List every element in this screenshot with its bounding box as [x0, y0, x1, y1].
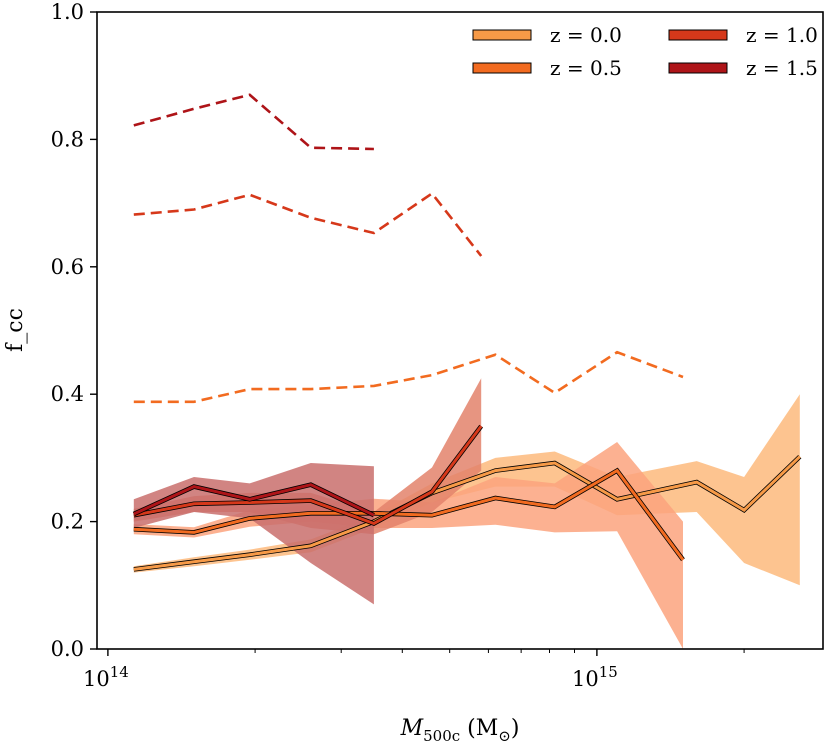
legend-item-2: z = 1.0 — [668, 23, 818, 47]
fiducial-line-series-3 — [133, 93, 374, 151]
band-series-3 — [133, 463, 374, 605]
legend-label: z = 0.0 — [550, 23, 622, 47]
x-axis: 1014 1015 — [83, 649, 745, 691]
x-axis-label-unit-open: (M — [460, 716, 498, 741]
x-tick-exponent: 15 — [599, 663, 618, 681]
legend-swatch — [472, 62, 532, 74]
sun-symbol: ⊙ — [498, 727, 511, 745]
y-tick-label: 1.0 — [51, 0, 84, 24]
legend-swatch — [668, 29, 728, 41]
x-tick-label: 1015 — [572, 663, 618, 691]
x-tick-label: 1014 — [83, 663, 129, 691]
band-series-1 — [133, 442, 684, 649]
legend-swatch — [472, 29, 532, 41]
fiducial-line-series-1 — [133, 350, 684, 404]
confidence-bands — [133, 378, 800, 649]
y-tick-label: 0.0 — [51, 637, 84, 661]
y-axis-label: f_cc — [3, 308, 28, 352]
y-tick-label: 0.4 — [51, 382, 84, 406]
y-tick-label: 0.8 — [51, 127, 84, 151]
legend-item-1: z = 0.5 — [472, 56, 622, 80]
y-axis: 0.0 0.2 0.4 0.6 0.8 1.0 — [51, 0, 97, 661]
legend-swatch — [668, 62, 728, 74]
y-tick-label: 0.2 — [51, 510, 84, 534]
legend: z = 0.0 z = 0.5 z = 1.0 z = 1.5 — [472, 23, 818, 80]
series-lines — [132, 424, 802, 572]
x-tick-base: 10 — [572, 667, 599, 691]
x-tick-base: 10 — [83, 667, 110, 691]
x-tick-exponent: 14 — [110, 663, 129, 681]
series-line-1 — [133, 468, 685, 561]
x-axis-label-main: M — [400, 716, 424, 741]
x-axis-label-sub: 500c — [423, 727, 460, 745]
legend-item-3: z = 1.5 — [668, 56, 818, 80]
series-line-2 — [133, 425, 483, 526]
x-axis-label: M500c (M⊙) — [400, 716, 520, 745]
legend-label: z = 1.0 — [746, 23, 818, 47]
x-axis-label-unit-close: ) — [511, 716, 520, 741]
legend-item-0: z = 0.0 — [472, 23, 622, 47]
series-line-0 — [133, 455, 801, 571]
legend-label: z = 0.5 — [550, 56, 622, 80]
y-tick-label: 0.6 — [51, 255, 84, 279]
series-line-3 — [133, 483, 375, 517]
legend-label: z = 1.5 — [746, 56, 818, 80]
fiducial-line-series-2 — [133, 191, 483, 257]
plot-frame — [96, 11, 824, 650]
fiducial-dashed-lines — [133, 93, 684, 404]
